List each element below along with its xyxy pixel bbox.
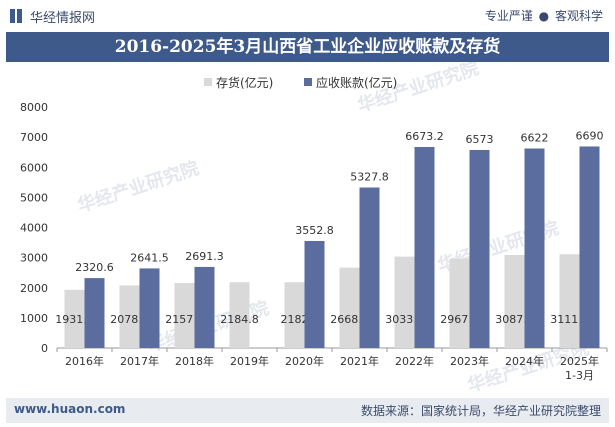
data-label-receivables: 6673.2 — [405, 130, 444, 143]
x-tick-label: 1-3月 — [565, 369, 594, 382]
data-label-receivables: 2641.5 — [130, 251, 169, 264]
data-label-receivables: 2691.3 — [185, 250, 224, 263]
bar-inventory — [174, 283, 195, 348]
tagline-left: 专业严谨 — [484, 9, 533, 23]
data-label-receivables: 6573 — [466, 133, 494, 146]
bar-inventory — [229, 282, 250, 348]
data-label-inventory: 2182 — [281, 313, 309, 326]
bar-receivables — [524, 148, 545, 348]
bar-receivables — [139, 268, 160, 348]
top-bar: 华经情报网 专业严谨 ● 客观科学 — [0, 0, 615, 30]
data-label-inventory: 3087.4 — [495, 313, 534, 326]
bar-inventory — [284, 282, 305, 348]
data-label-receivables: 3552.8 — [295, 224, 334, 237]
tagline: 专业严谨 ● 客观科学 — [485, 7, 603, 24]
chart-title-bar: 2016-2025年3月山西省工业企业应收账款及存货 — [6, 32, 609, 62]
tagline-separator: ● — [538, 9, 550, 23]
x-tick-label: 2020年 — [285, 354, 324, 368]
bar-inventory — [504, 254, 525, 348]
bar-receivables — [414, 146, 435, 348]
y-tick-label: 6000 — [20, 161, 48, 174]
y-tick-label: 3000 — [20, 252, 48, 265]
data-label-receivables: 5327.8 — [350, 171, 389, 184]
x-tick-label: 2019年 — [230, 354, 269, 368]
data-label-inventory: 2157.2 — [165, 313, 204, 326]
watermark-text: 华经产业研究院 — [75, 157, 202, 217]
legend-swatch-2 — [304, 78, 312, 86]
data-label-inventory: 2967.1 — [440, 313, 479, 326]
footer-bar: www.huaon.com 数据来源：国家统计局，华经产业研究院整理 — [6, 398, 609, 423]
x-tick-label: 2016年 — [65, 354, 104, 368]
y-tick-label: 8000 — [20, 101, 48, 114]
data-label-inventory: 3033.3 — [385, 313, 424, 326]
data-label-inventory: 2078.1 — [110, 313, 149, 326]
tagline-right: 客观科学 — [554, 9, 603, 23]
x-tick-label: 2018年 — [175, 354, 214, 368]
bar-receivables — [194, 266, 215, 348]
data-label-receivables: 6690 — [576, 129, 604, 142]
bar-receivables — [469, 149, 490, 348]
footer-source: 数据来源：国家统计局，华经产业研究院整理 — [360, 404, 601, 418]
data-label-receivables: 6622 — [521, 132, 549, 145]
legend-swatch-1 — [204, 78, 212, 86]
data-label-inventory: 3111.6 — [550, 313, 589, 326]
x-tick-label: 2024年 — [505, 354, 544, 368]
x-tick-label: 2017年 — [120, 354, 159, 368]
y-tick-label: 4000 — [20, 222, 48, 235]
bar-receivables — [359, 187, 380, 348]
bar-inventory — [394, 256, 415, 348]
bar-receivables — [84, 278, 105, 348]
footer-site: www.huaon.com — [14, 402, 126, 416]
brand-name: 华经情报网 — [30, 11, 96, 26]
x-tick-label: 2022年 — [395, 354, 434, 368]
y-tick-label: 0 — [41, 342, 48, 355]
data-label-inventory: 1931.7 — [55, 313, 94, 326]
bar-inventory — [339, 267, 360, 348]
data-label-receivables: 2320.6 — [75, 261, 114, 274]
bar-receivables — [579, 146, 600, 348]
brand-logo-icon — [10, 9, 22, 23]
x-tick-label: 2021年 — [340, 354, 379, 368]
y-tick-label: 1000 — [20, 312, 48, 325]
y-tick-label: 5000 — [20, 191, 48, 204]
bar-inventory — [119, 285, 140, 348]
legend-label-1: 存货(亿元) — [216, 75, 273, 90]
bar-receivables — [304, 240, 325, 348]
legend-label-2: 应收账款(亿元) — [316, 75, 397, 90]
chart-title: 2016-2025年3月山西省工业企业应收账款及存货 — [114, 37, 501, 57]
bar-inventory — [559, 254, 580, 348]
x-tick-label: 2023年 — [450, 354, 489, 368]
y-tick-label: 2000 — [20, 282, 48, 295]
bar-inventory — [64, 289, 85, 348]
bar-chart: 华经产业研究院华经产业研究院华经产业研究院华经产业研究院华经产业研究院存货(亿元… — [20, 62, 608, 397]
data-label-inventory: 2184.8 — [220, 313, 259, 326]
x-tick-label: 2025年 — [560, 354, 599, 368]
y-tick-label: 7000 — [20, 131, 48, 144]
bar-inventory — [449, 258, 470, 348]
data-label-inventory: 2668.1 — [330, 313, 369, 326]
